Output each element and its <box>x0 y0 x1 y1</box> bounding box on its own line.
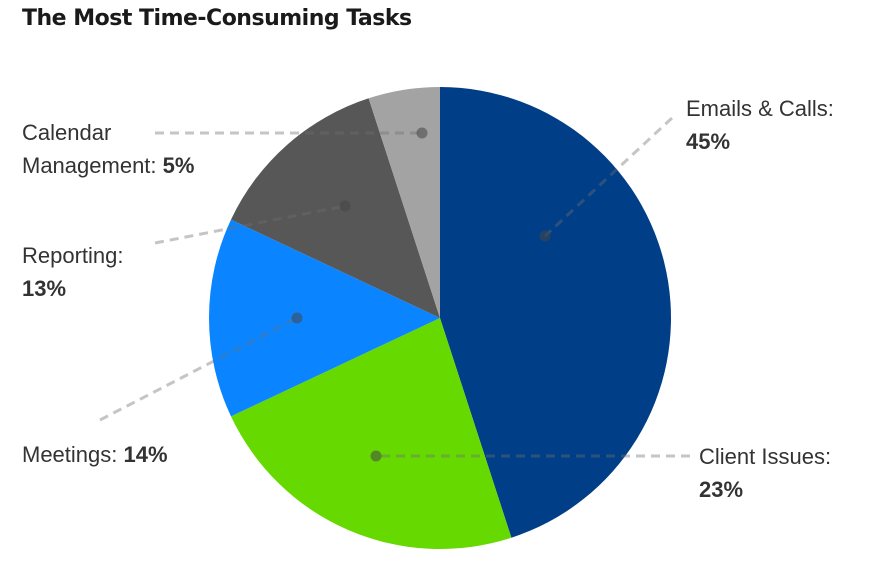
leader-dot <box>291 312 303 324</box>
label-meetings: Meetings: 14% <box>22 438 168 471</box>
label-text: Meetings: <box>22 442 118 467</box>
label-value: 5% <box>162 153 195 178</box>
label-value: 14% <box>123 442 168 467</box>
leader-dot <box>416 127 428 139</box>
label-client-issues: Client Issues: 23% <box>699 440 831 506</box>
pie-slice <box>368 87 440 318</box>
label-value: 13% <box>22 276 67 301</box>
leader-dot <box>339 200 351 212</box>
pie-slice <box>440 87 671 538</box>
label-text: Emails & Calls: <box>686 96 834 121</box>
pie-slice <box>209 219 440 417</box>
label-reporting: Reporting: 13% <box>22 239 124 305</box>
leader-dot <box>539 230 551 242</box>
chart-title: The Most Time-Consuming Tasks <box>22 6 412 31</box>
leader-line <box>99 316 298 422</box>
leader-dot <box>370 450 382 462</box>
label-emails: Emails & Calls: 45% <box>686 92 834 158</box>
label-value: 23% <box>699 477 744 502</box>
pie-slice <box>230 98 440 319</box>
label-text: Client Issues: <box>699 444 832 469</box>
pie-slice <box>230 318 512 549</box>
label-calendar: Calendar Management: 5% <box>22 116 242 182</box>
leader-line <box>154 204 346 245</box>
label-value: 45% <box>686 129 731 154</box>
label-text: Calendar Management: <box>22 120 157 178</box>
label-text: Reporting: <box>22 243 124 268</box>
